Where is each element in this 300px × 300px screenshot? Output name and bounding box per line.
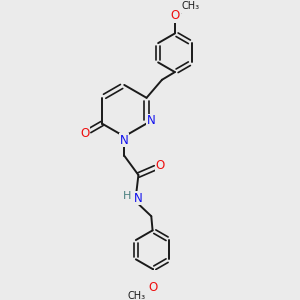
Text: H: H bbox=[123, 191, 131, 201]
Text: N: N bbox=[134, 192, 143, 205]
Text: N: N bbox=[147, 115, 156, 128]
Text: O: O bbox=[148, 280, 158, 293]
Text: O: O bbox=[156, 159, 165, 172]
Text: O: O bbox=[171, 9, 180, 22]
Text: CH₃: CH₃ bbox=[128, 291, 146, 300]
Text: CH₃: CH₃ bbox=[182, 1, 200, 10]
Text: O: O bbox=[80, 127, 89, 140]
Text: N: N bbox=[120, 134, 129, 147]
